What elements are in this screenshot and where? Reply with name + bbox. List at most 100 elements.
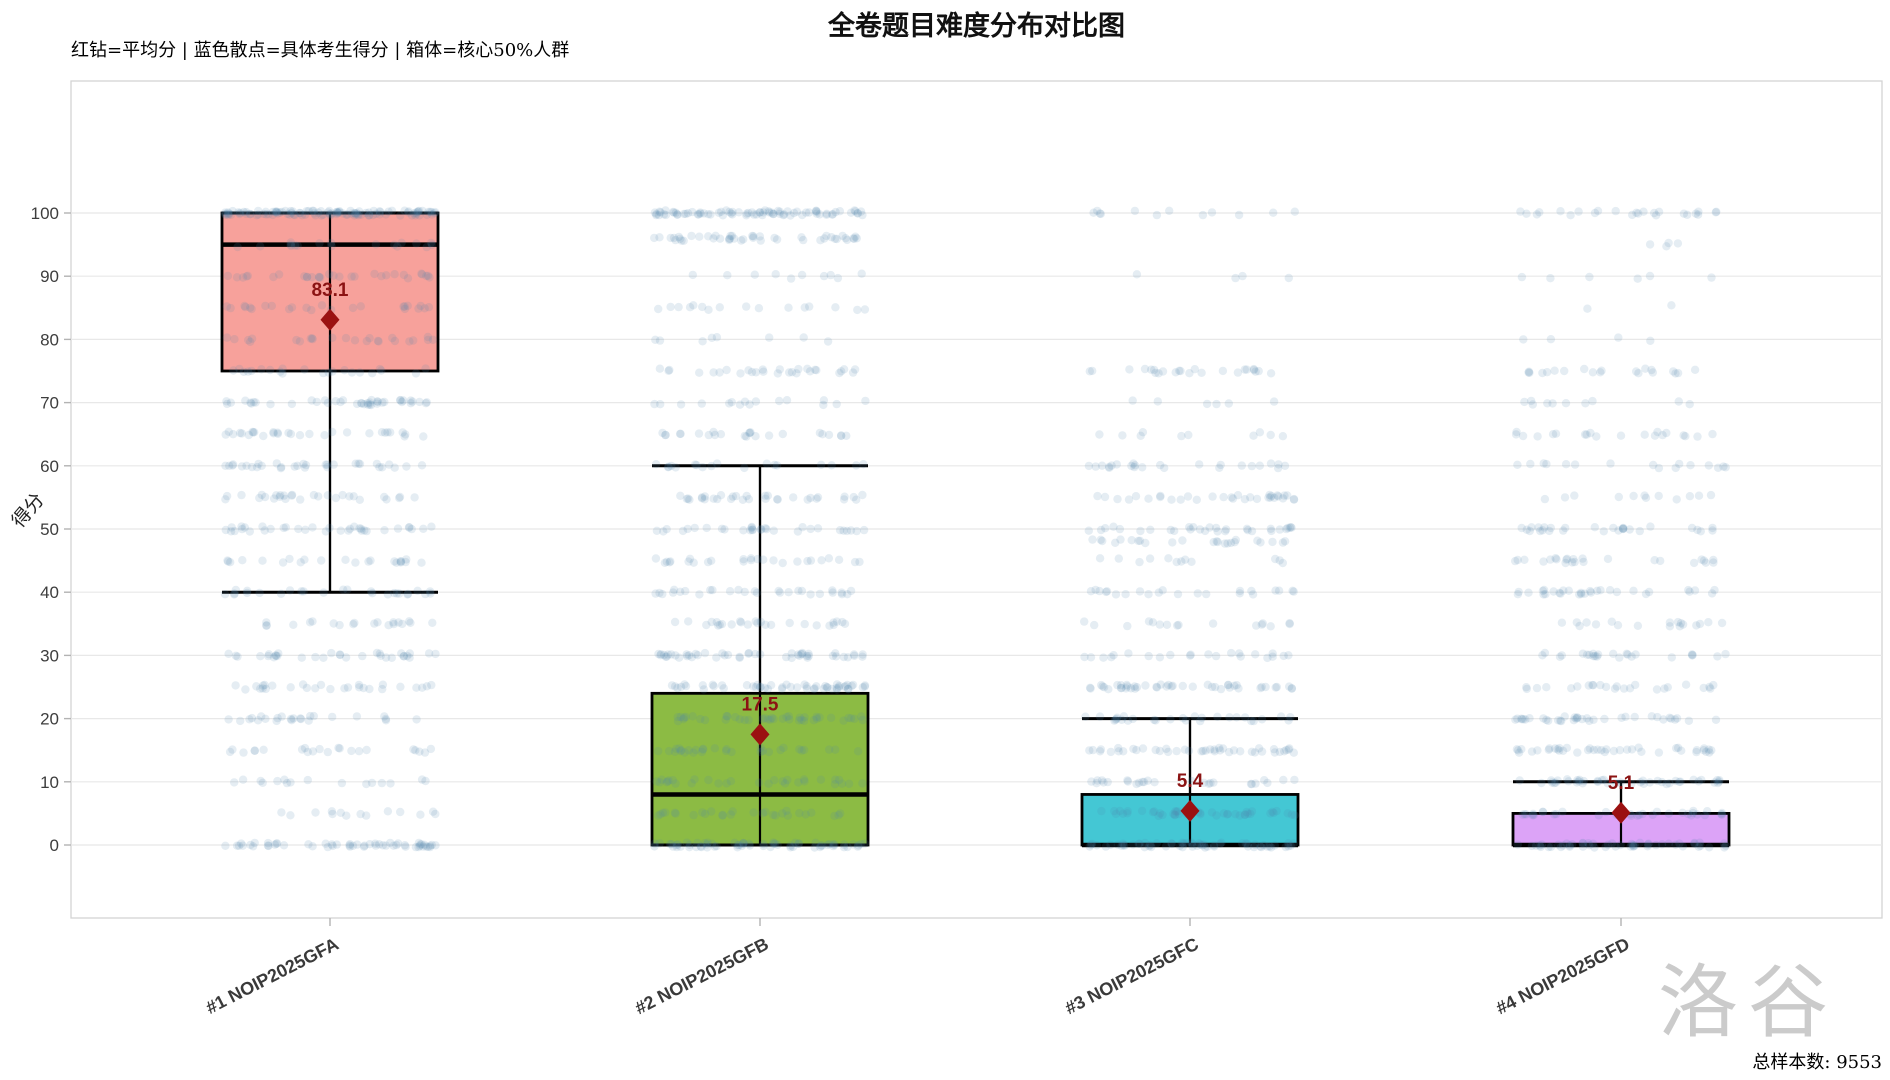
scatter-point <box>742 491 751 501</box>
scatter-point <box>771 811 780 820</box>
scatter-point <box>332 207 342 217</box>
scatter-point <box>739 557 748 566</box>
scatter-point <box>819 400 828 410</box>
scatter-point <box>367 395 376 405</box>
scatter-point <box>1527 747 1537 756</box>
scatter-point <box>1193 589 1203 598</box>
scatter-point <box>654 304 663 314</box>
scatter-point <box>1575 775 1584 784</box>
scatter-point <box>396 395 405 405</box>
scatter-point <box>1137 806 1147 816</box>
scatter-point <box>1561 460 1571 469</box>
scatter-point <box>1221 525 1231 534</box>
scatter-point <box>1644 839 1653 848</box>
scatter-point <box>684 651 694 660</box>
scatter-point <box>669 208 678 217</box>
scatter-point <box>853 842 862 851</box>
scatter-point <box>1559 526 1568 535</box>
scatter-point <box>284 428 293 438</box>
scatter-point <box>664 462 673 471</box>
scatter-point <box>1560 366 1569 376</box>
scatter-point <box>1521 715 1530 724</box>
scatter-point <box>302 303 311 312</box>
scatter-point <box>375 210 384 219</box>
scatter-point <box>1250 840 1260 849</box>
scatter-point <box>726 494 736 504</box>
scatter-point <box>1219 492 1228 502</box>
scatter-point <box>1266 493 1275 502</box>
scatter-point <box>1650 431 1660 440</box>
scatter-point <box>710 744 719 753</box>
scatter-point <box>1573 748 1582 757</box>
scatter-point <box>1567 684 1576 693</box>
scatter-point <box>1708 429 1717 439</box>
scatter-point <box>307 273 317 282</box>
scatter-point <box>1709 558 1718 567</box>
scatter-point <box>260 492 270 502</box>
scatter-point <box>246 337 255 346</box>
scatter-point <box>731 713 740 722</box>
scatter-point <box>1708 523 1717 533</box>
scatter-point <box>683 209 693 218</box>
scatter-point <box>248 427 257 437</box>
scatter-point <box>1110 716 1119 725</box>
scatter-point <box>799 775 809 784</box>
scatter-point <box>328 367 337 376</box>
scatter-point <box>277 207 286 217</box>
scatter-point <box>1513 714 1522 723</box>
scatter-point <box>272 839 282 848</box>
scatter-point <box>416 810 425 819</box>
scatter-point <box>658 428 667 438</box>
scatter-point <box>256 652 265 661</box>
scatter-point <box>370 269 379 279</box>
scatter-point <box>1249 842 1259 852</box>
scatter-point <box>327 807 337 816</box>
scatter-point <box>658 589 667 599</box>
scatter-point <box>1685 400 1694 409</box>
scatter-point <box>746 428 755 437</box>
scatter-point <box>676 587 685 596</box>
scatter-point <box>839 840 849 849</box>
scatter-point <box>417 269 426 278</box>
scatter-point <box>812 712 821 722</box>
scatter-point <box>698 745 708 754</box>
scatter-point <box>314 492 323 501</box>
scatter-point <box>742 432 751 441</box>
scatter-point <box>1617 713 1626 722</box>
scatter-point <box>834 810 843 820</box>
scatter-point <box>1086 587 1096 596</box>
scatter-point <box>314 272 324 282</box>
scatter-point <box>708 585 717 595</box>
scatter-point <box>405 337 414 346</box>
scatter-point <box>816 841 826 850</box>
scatter-point <box>666 302 675 312</box>
scatter-point <box>793 557 802 566</box>
scatter-point <box>1709 680 1718 690</box>
scatter-point <box>1165 206 1174 215</box>
scatter-point <box>417 775 427 784</box>
scatter-point <box>1654 748 1664 757</box>
scatter-point <box>1676 777 1685 786</box>
scatter-point <box>430 209 439 218</box>
scatter-point <box>1236 747 1245 756</box>
scatter-point <box>675 234 685 243</box>
scatter-point <box>238 556 247 565</box>
scatter-point <box>1629 842 1638 851</box>
scatter-point <box>1705 682 1714 692</box>
scatter-point <box>803 495 812 504</box>
scatter-point <box>1220 539 1230 548</box>
scatter-point <box>1612 682 1622 691</box>
scatter-point <box>1692 747 1701 757</box>
scatter-point <box>306 711 315 721</box>
scatter-point <box>797 715 806 725</box>
scatter-point <box>1553 716 1563 725</box>
scatter-point <box>770 776 779 785</box>
scatter-point <box>661 206 670 215</box>
scatter-point <box>697 842 706 852</box>
scatter-point <box>832 234 841 244</box>
scatter-point <box>1643 840 1653 849</box>
scatter-point <box>1619 523 1628 533</box>
scatter-point <box>651 335 660 344</box>
scatter-point <box>1096 535 1105 544</box>
scatter-point <box>278 558 288 567</box>
